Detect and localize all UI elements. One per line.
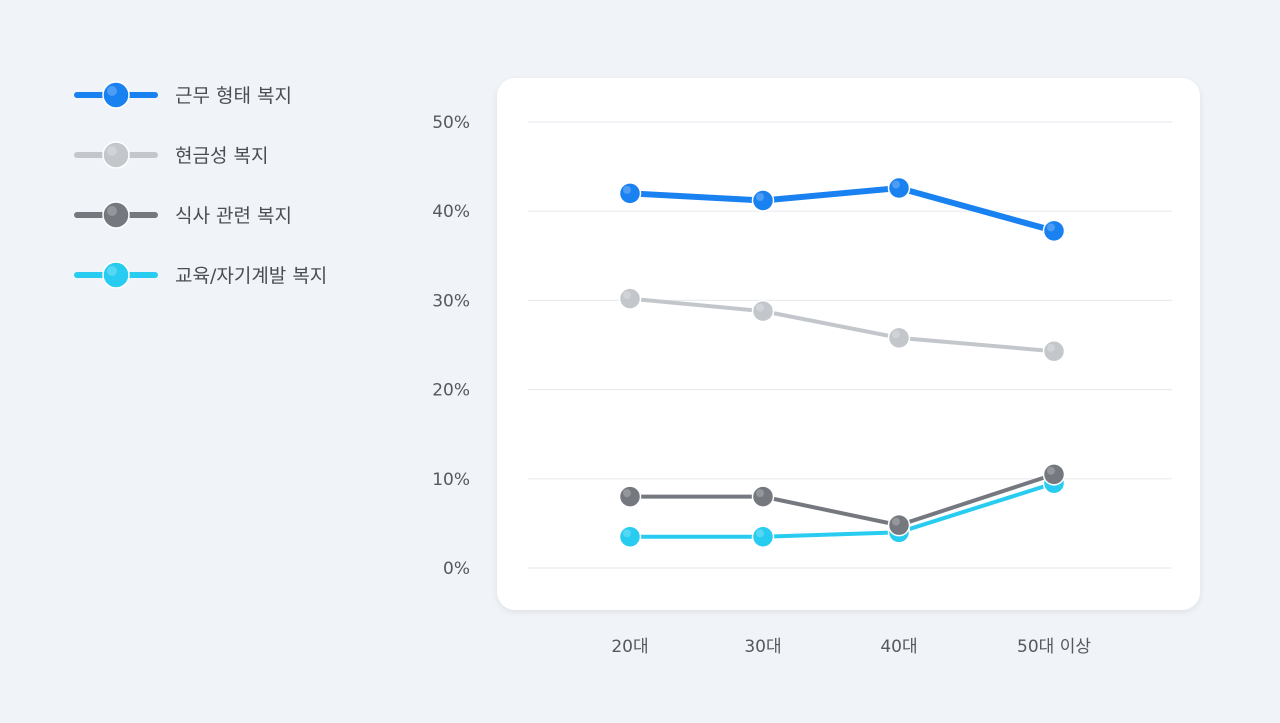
data-point-highlight (1047, 466, 1055, 475)
x-tick-label: 30대 (744, 637, 781, 657)
x-tick-label: 40대 (880, 637, 917, 657)
data-point-highlight (623, 529, 631, 538)
data-point-highlight (892, 180, 900, 189)
legend-label: 식사 관련 복지 (175, 205, 292, 227)
data-point-highlight (756, 192, 764, 201)
data-point-highlight (1047, 343, 1055, 352)
data-point[interactable] (1042, 463, 1066, 486)
data-point[interactable] (751, 299, 775, 323)
data-point-highlight (892, 330, 900, 339)
series-현금성-복지 (618, 287, 1066, 363)
data-point-highlight (623, 291, 631, 300)
data-point-highlight (756, 303, 764, 312)
data-point-highlight (623, 185, 631, 194)
legend-swatch-marker (102, 141, 130, 169)
data-point[interactable] (887, 513, 911, 537)
data-point[interactable] (1042, 339, 1066, 363)
legend-swatch-marker (102, 201, 130, 229)
series-line (628, 296, 1056, 354)
y-axis-ticks: 0% 10% 20% 30% 40% 50% (432, 113, 470, 579)
legend-item[interactable]: 근무 형태 복지 (74, 81, 292, 109)
data-point[interactable] (618, 182, 642, 205)
series-식사-관련-복지 (618, 463, 1066, 537)
legend-item[interactable]: 식사 관련 복지 (74, 201, 292, 229)
legend-swatch-marker (102, 261, 130, 289)
legend-item[interactable]: 교육/자기계발 복지 (74, 261, 327, 289)
legend-swatch-highlight (107, 146, 117, 156)
x-axis-ticks: 20대 30대 40대 50대 이상 (611, 637, 1091, 657)
data-point[interactable] (1042, 219, 1066, 243)
legend-swatch-marker (102, 81, 130, 109)
y-tick-label: 40% (432, 202, 470, 222)
data-point[interactable] (618, 485, 642, 508)
legend-item[interactable]: 현금성 복지 (74, 141, 268, 169)
y-tick-label: 30% (432, 291, 470, 311)
series-근무-형태-복지 (618, 176, 1066, 243)
y-tick-label: 20% (432, 381, 470, 401)
legend-label: 근무 형태 복지 (175, 85, 292, 107)
series-line (627, 185, 1057, 234)
data-point[interactable] (618, 287, 642, 310)
y-tick-label: 10% (432, 470, 470, 490)
data-point[interactable] (751, 525, 775, 549)
series-line (628, 481, 1056, 539)
data-point[interactable] (751, 485, 775, 508)
y-tick-label: 0% (443, 559, 470, 579)
legend-label: 현금성 복지 (175, 145, 268, 167)
data-point-highlight (892, 517, 900, 526)
data-point[interactable] (618, 525, 642, 549)
plot-card (497, 78, 1200, 610)
data-point[interactable] (887, 176, 911, 200)
data-point[interactable] (887, 326, 911, 350)
x-tick-label: 50대 이상 (1017, 637, 1091, 657)
legend-label: 교육/자기계발 복지 (175, 265, 327, 287)
y-tick-label: 50% (432, 113, 470, 133)
data-point[interactable] (751, 189, 775, 212)
legend-swatch-highlight (107, 86, 117, 96)
data-point-highlight (756, 529, 764, 538)
legend-swatch-highlight (107, 206, 117, 216)
data-point-highlight (756, 489, 764, 498)
series-layer (618, 176, 1066, 549)
x-tick-label: 20대 (611, 637, 648, 657)
legend-swatch-highlight (107, 266, 117, 276)
data-point-highlight (1047, 223, 1055, 232)
series-line (628, 472, 1056, 528)
data-point-highlight (623, 489, 631, 498)
